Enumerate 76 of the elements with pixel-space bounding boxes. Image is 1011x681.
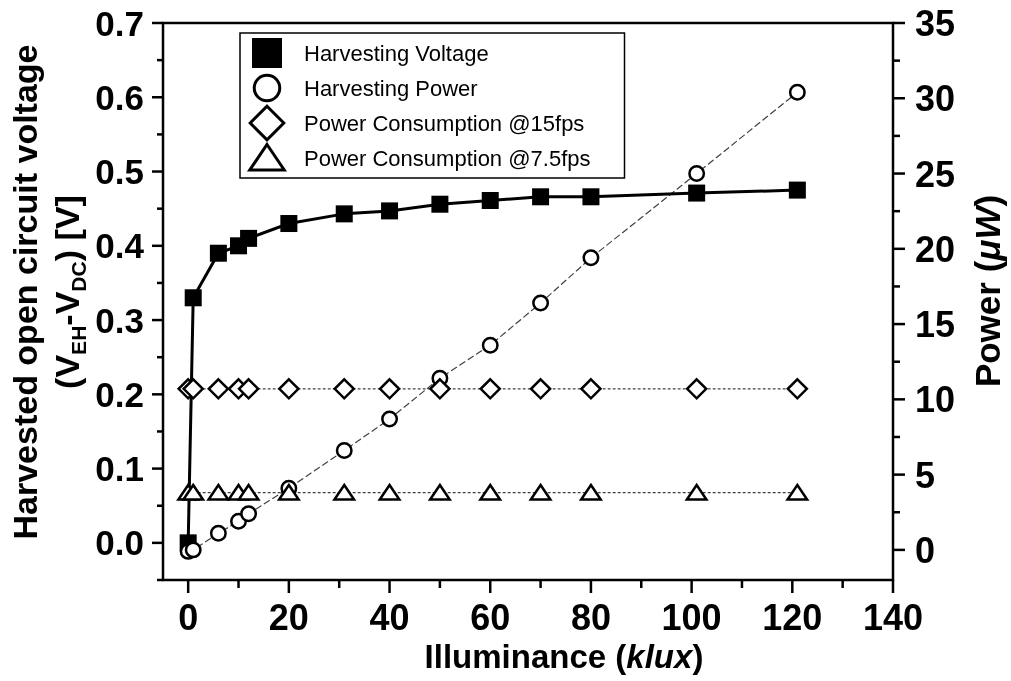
point: [579, 483, 602, 501]
point: [333, 378, 356, 400]
x-tick-label: 140: [862, 597, 924, 638]
point: [237, 483, 260, 501]
point: [278, 378, 300, 400]
point: [685, 483, 708, 501]
point: [280, 215, 298, 233]
point: [378, 483, 401, 501]
y2-tick-label: 15: [915, 304, 956, 346]
point: [786, 483, 809, 501]
point: [184, 289, 202, 307]
point: [529, 378, 552, 400]
y-tick-label: 0.0: [95, 523, 144, 563]
point: [532, 294, 550, 312]
point: [207, 483, 230, 501]
point: [237, 378, 260, 400]
y-tick-label: 0.1: [95, 449, 144, 489]
point: [685, 378, 708, 400]
point: [240, 229, 258, 247]
point: [481, 336, 499, 354]
y-tick-label: 0.2: [95, 374, 144, 414]
y-tick-label: 0.5: [95, 152, 144, 192]
y2-tick-label: 35: [915, 2, 956, 44]
point: [582, 249, 600, 267]
y2-tick-label: 10: [915, 379, 956, 421]
y2-tick-label: 0: [915, 529, 936, 571]
legend-label: Power Consumption @15fps: [304, 110, 585, 136]
y2-tick-label: 20: [915, 228, 956, 270]
point: [428, 483, 451, 501]
point: [532, 188, 550, 206]
x-tick-label: 80: [570, 597, 611, 638]
point: [688, 184, 706, 202]
point: [335, 205, 353, 223]
legend-label: Harvesting Voltage: [304, 40, 489, 66]
point: [429, 378, 451, 400]
point: [479, 483, 502, 501]
point: [582, 188, 600, 206]
legend-label: Harvesting Power: [304, 75, 478, 101]
point: [786, 378, 809, 400]
point: [182, 378, 204, 400]
x-tick-label: 0: [178, 597, 199, 638]
y-tick-label: 0.4: [95, 226, 145, 266]
point: [333, 483, 356, 501]
legend-label: Power Consumption @7.5fps: [304, 145, 591, 171]
x-tick-label: 120: [762, 597, 823, 638]
point: [240, 505, 258, 523]
point: [381, 410, 399, 428]
point: [688, 165, 706, 183]
x-tick-label: 60: [470, 597, 511, 638]
point: [209, 524, 227, 542]
point: [481, 192, 499, 209]
y-tick-label: 0.6: [95, 77, 144, 117]
point: [479, 378, 502, 400]
y-tick-label: 0.3: [95, 300, 144, 340]
point: [381, 202, 399, 220]
point: [788, 83, 806, 101]
y-tick-label: 0.7: [95, 3, 144, 43]
point: [788, 181, 806, 199]
point: [378, 378, 401, 400]
y2-tick-label: 25: [915, 153, 956, 195]
x-tick-label: 100: [661, 597, 722, 638]
point: [529, 483, 552, 501]
point: [209, 244, 227, 262]
point: [184, 541, 202, 559]
y2-tick-label: 5: [915, 454, 936, 496]
point: [182, 483, 205, 501]
point: [207, 378, 230, 400]
x-tick-label: 20: [268, 597, 309, 638]
y2-tick-label: 30: [915, 78, 956, 120]
y2-axis-title: Power (μW): [967, 194, 1007, 388]
point: [277, 483, 300, 501]
x-tick-label: 40: [369, 597, 410, 638]
point: [431, 195, 449, 213]
x-axis-title: Illuminance (klux): [424, 638, 704, 675]
point: [335, 442, 353, 460]
point: [580, 378, 602, 400]
